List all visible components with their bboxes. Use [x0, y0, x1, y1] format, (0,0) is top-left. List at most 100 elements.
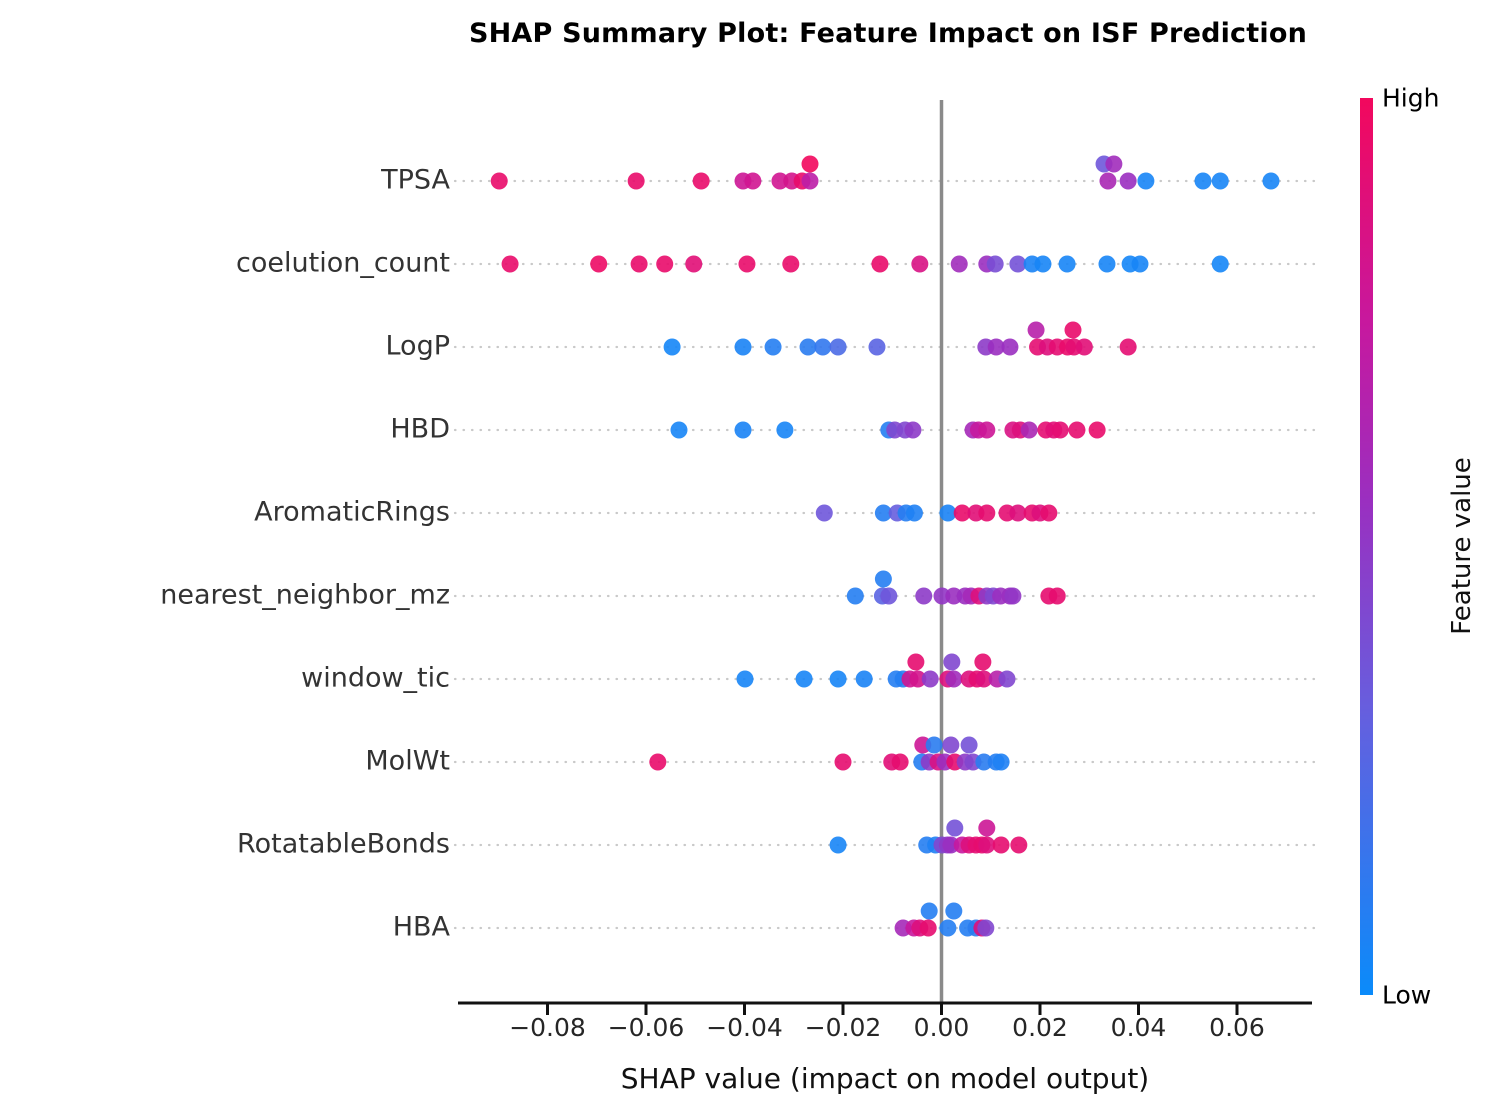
x-tick-label: 0.06: [1209, 1013, 1265, 1042]
shap-point: [921, 670, 939, 688]
shap-point: [905, 504, 923, 522]
shap-point: [1001, 338, 1019, 356]
shap-point: [1010, 836, 1028, 854]
shap-point: [960, 736, 978, 754]
shap-point: [855, 670, 873, 688]
shap-point: [782, 255, 800, 273]
shap-point: [978, 421, 996, 439]
shap-point: [909, 670, 927, 688]
colorbar-low-label: Low: [1382, 980, 1432, 1010]
x-tick-label: 0.02: [1012, 1013, 1068, 1042]
shap-point: [919, 919, 937, 937]
shap-point: [992, 753, 1010, 771]
feature-label-nearest_neighbor_mz: nearest_neighbor_mz: [160, 579, 450, 611]
shap-point: [764, 338, 782, 356]
shap-point: [1009, 504, 1027, 522]
shap-point: [1131, 255, 1149, 273]
shap-point: [1034, 255, 1052, 273]
shap-point: [891, 753, 909, 771]
shap-point: [738, 255, 756, 273]
shap-point: [1098, 255, 1116, 273]
shap-point: [627, 172, 645, 190]
shap-point: [1262, 172, 1280, 190]
shap-point: [1048, 587, 1066, 605]
shap-point: [1105, 155, 1123, 173]
shap-point: [974, 653, 992, 671]
shap-point: [907, 653, 925, 671]
shap-point: [1075, 338, 1093, 356]
shap-point: [799, 338, 817, 356]
x-axis-label: SHAP value (impact on model output): [620, 1062, 1150, 1095]
shap-point: [977, 919, 995, 937]
shap-point: [1004, 587, 1022, 605]
shap-point: [925, 736, 943, 754]
colorbar-high-label: High: [1382, 83, 1440, 113]
x-tick-label: −0.08: [509, 1013, 586, 1042]
shap-point: [834, 753, 852, 771]
shap-point: [771, 172, 789, 190]
shap-point: [1088, 421, 1106, 439]
shap-point: [801, 172, 819, 190]
feature-label-window_tic: window_tic: [301, 662, 450, 694]
shap-point: [1119, 338, 1137, 356]
shap-point: [874, 504, 892, 522]
shap-point: [978, 819, 996, 837]
shap-point: [815, 504, 833, 522]
feature-label-RotatableBonds: RotatableBonds: [237, 828, 450, 860]
shap-point: [801, 155, 819, 173]
shap-point: [630, 255, 648, 273]
shap-point: [829, 836, 847, 854]
shap-point: [1040, 504, 1058, 522]
shap-point: [1119, 172, 1137, 190]
shap-point: [736, 670, 754, 688]
shap-point: [942, 736, 960, 754]
shap-point: [776, 421, 794, 439]
shap-point: [692, 172, 710, 190]
feature-label-coelution_count: coelution_count: [236, 247, 450, 279]
shap-point: [734, 338, 752, 356]
shap-point: [998, 670, 1016, 688]
shap-point: [649, 753, 667, 771]
shap-point: [1211, 255, 1229, 273]
shap-point: [880, 587, 898, 605]
shap-point: [1027, 321, 1045, 339]
shap-point: [911, 255, 929, 273]
shap-point: [943, 653, 961, 671]
feature-label-TPSA: TPSA: [381, 164, 450, 196]
shap-point: [1099, 172, 1117, 190]
feature-label-MolWt: MolWt: [365, 745, 450, 777]
shap-point: [945, 670, 963, 688]
shap-point: [744, 172, 762, 190]
x-tick-label: −0.02: [804, 1013, 882, 1042]
shap-point: [945, 902, 963, 920]
shap-point: [978, 504, 996, 522]
x-tick-label: 0.00: [913, 1013, 970, 1042]
chart-title: SHAP Summary Plot: Feature Impact on ISF…: [468, 18, 1307, 49]
shap-point: [685, 255, 703, 273]
feature-label-HBD: HBD: [390, 413, 450, 445]
shap-point: [904, 421, 922, 439]
shap-point: [1194, 172, 1212, 190]
shap-point: [946, 819, 964, 837]
feature-label-LogP: LogP: [385, 330, 450, 362]
shap-point: [656, 255, 674, 273]
shap-point: [950, 255, 968, 273]
x-tick-label: 0.04: [1110, 1013, 1167, 1042]
feature-label-HBA: HBA: [392, 911, 450, 943]
shap-point: [734, 421, 752, 439]
shap-point: [920, 902, 938, 920]
x-tick-label: −0.06: [607, 1013, 685, 1042]
shap-point: [590, 255, 608, 273]
shap-point: [846, 587, 864, 605]
feature-value-colorbar: [1360, 98, 1373, 995]
shap-point: [986, 255, 1004, 273]
shap-point: [978, 836, 996, 854]
shap-point: [490, 172, 508, 190]
shap-point: [868, 338, 886, 356]
shap-point: [814, 338, 832, 356]
shap-point: [670, 421, 688, 439]
shap-point: [829, 670, 847, 688]
shap-point: [1064, 321, 1082, 339]
